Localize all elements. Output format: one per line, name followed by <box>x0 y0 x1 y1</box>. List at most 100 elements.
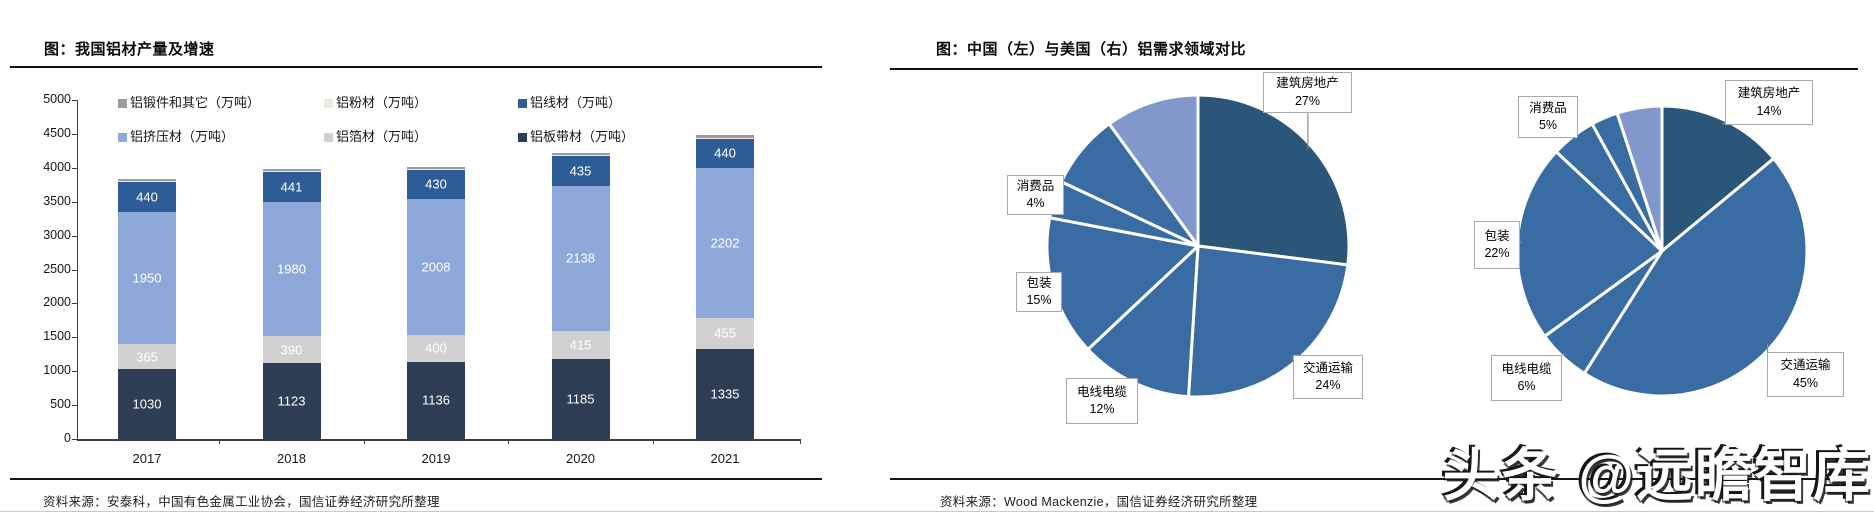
bar-segment <box>262 171 321 173</box>
y-axis-label: 500 <box>50 397 71 412</box>
bar-segment <box>118 212 176 345</box>
y-axis-tick <box>72 133 77 135</box>
bar-segment <box>118 344 176 370</box>
watermark: 头条 @远瞻智库 <box>1442 444 1872 508</box>
pie-slice <box>1590 111 1664 253</box>
page-bottom-divider <box>0 511 1874 512</box>
bar-value-label: 1185 <box>566 391 595 407</box>
callout-percent-text: 24% <box>1315 378 1341 392</box>
bar-segment <box>551 155 610 157</box>
y-axis-label: 4000 <box>43 159 71 174</box>
callout-category-text: 电线电缆 <box>1076 384 1127 399</box>
callout-percent-text: 5% <box>1538 118 1558 132</box>
callout-percent-text: 15% <box>1026 293 1052 307</box>
legend-item: 铝板带材（万吨） <box>518 126 634 145</box>
pie-slice <box>1086 244 1200 399</box>
x-axis-category-label: 2018 <box>277 451 306 466</box>
bar-segment <box>407 169 465 199</box>
y-axis-label: 3000 <box>43 227 71 242</box>
pie-callout-label: 包装 22% <box>1474 221 1520 269</box>
bar-segment <box>262 202 321 337</box>
bar-segment <box>551 358 610 439</box>
legend-label: 铝挤压材（万吨） <box>130 129 235 144</box>
bar-value-label: 1950 <box>132 270 162 286</box>
left-bottom-rule <box>10 478 822 480</box>
pie-slice <box>1107 93 1200 248</box>
callout-category-text: 交通运输 <box>1302 360 1353 375</box>
x-axis-tick <box>219 439 221 444</box>
bar-segment <box>118 369 176 439</box>
legend-swatch-icon <box>324 133 333 142</box>
bar-value-label: 400 <box>425 340 447 356</box>
legend-label: 铝板带材（万吨） <box>530 129 635 144</box>
right-bottom-rule <box>890 478 1858 480</box>
bar-segment <box>696 137 754 139</box>
callout-leader-line <box>1561 352 1566 356</box>
bar-value-label: 1123 <box>277 393 306 409</box>
callout-percent-text: 14% <box>1756 103 1782 118</box>
bar-segment <box>262 169 321 172</box>
bar-segment <box>262 172 321 203</box>
pie-slice <box>1196 93 1351 267</box>
legend-item: 铝挤压材（万吨） <box>118 126 234 145</box>
bar-segment <box>407 334 465 362</box>
bar-value-label: 1030 <box>132 396 162 412</box>
bar-segment <box>118 182 176 213</box>
callout-percent-text: 12% <box>1089 402 1115 416</box>
bar-value-label: 455 <box>714 325 736 341</box>
legend-label: 铝线材（万吨） <box>530 95 622 110</box>
callout-category-text: 建筑房地产 <box>1276 76 1339 90</box>
y-axis-tick <box>72 439 77 440</box>
pie-slice <box>1660 104 1776 253</box>
pie-slice <box>1045 216 1200 351</box>
x-axis-tick <box>652 439 654 444</box>
y-axis-tick <box>72 100 77 101</box>
bar-segment <box>551 330 610 359</box>
y-axis-label: 3500 <box>43 193 71 208</box>
bar-value-label: 2138 <box>566 250 595 266</box>
bar-value-label: 2202 <box>710 235 740 251</box>
x-axis-tick <box>363 439 365 444</box>
legend-item: 铝线材（万吨） <box>518 92 621 111</box>
x-axis-category-label: 2021 <box>710 451 740 466</box>
bar-value-label: 1136 <box>422 392 450 408</box>
callout-percent-text: 45% <box>1792 375 1819 390</box>
callout-category-text: 包装 <box>1026 275 1052 290</box>
y-axis-label: 2500 <box>43 261 71 276</box>
bar-segment <box>262 362 321 439</box>
right-title-rule <box>890 68 1858 70</box>
x-axis-category-label: 2020 <box>566 451 595 466</box>
bar-segment <box>262 336 321 363</box>
y-axis-label: 1500 <box>43 329 71 344</box>
bar-segment <box>696 135 754 138</box>
right-source-text: 资料来源：Wood Mackenzie，国信证券经济研究所整理 <box>940 495 1258 509</box>
callout-category-text: 交通运输 <box>1780 358 1831 372</box>
bar-segment <box>118 181 176 183</box>
bar-value-label: 390 <box>280 342 303 358</box>
pie-callout-label: 建筑房地产 27% <box>1263 72 1352 113</box>
bar-segment <box>696 348 754 439</box>
callout-percent-text: 6% <box>1517 379 1536 393</box>
callout-category-text: 消费品 <box>1529 100 1567 115</box>
right-chart-title: 图：中国（左）与美国（右）铝需求领域对比 <box>936 41 1247 58</box>
bar-value-label: 441 <box>280 179 303 195</box>
bar-segment <box>696 317 754 349</box>
bar-segment <box>551 185 610 331</box>
callout-category-text: 建筑房地产 <box>1737 86 1801 100</box>
legend-item: 铝粉材（万吨） <box>324 92 427 111</box>
pie-callout-label: 电线电缆 12% <box>1066 378 1138 424</box>
y-axis-label: 0 <box>64 431 71 445</box>
y-axis-label: 4500 <box>43 125 71 140</box>
legend-swatch-icon <box>118 133 127 142</box>
pie-callout-label: 消费品 5% <box>1518 96 1578 138</box>
bar-segment <box>551 153 610 156</box>
bar-value-label: 430 <box>425 176 447 192</box>
bar-segment <box>407 168 465 170</box>
pie-callout-label: 建筑房地产 14% <box>1725 80 1813 125</box>
callout-percent-text: 4% <box>1026 196 1045 210</box>
bar-value-label: 440 <box>714 145 736 161</box>
x-axis-tick <box>800 439 801 444</box>
pie-callout-label: 消费品 4% <box>1007 175 1064 215</box>
pie-slice <box>1059 122 1200 248</box>
